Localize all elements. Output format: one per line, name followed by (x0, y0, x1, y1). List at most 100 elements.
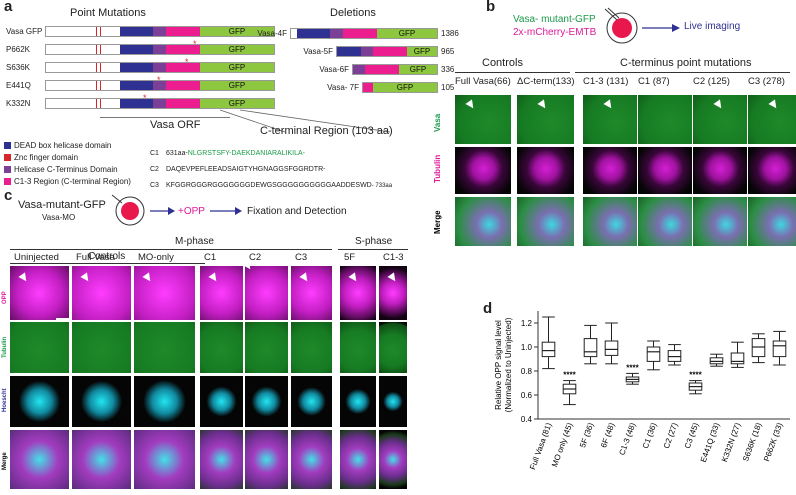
dead-box-segment (120, 99, 153, 108)
b-row-label: Vasa (433, 113, 442, 132)
c-micrograph (340, 322, 376, 373)
helicase-c-segment (153, 81, 166, 90)
c3-sequence: C3 KFGGRGGGRGGGGGGGDEWGSGGGGGGGGGGAADDESW… (150, 182, 475, 190)
b-micrograph (455, 197, 511, 246)
domain-segment (337, 47, 361, 56)
b-micrograph (693, 95, 747, 144)
c-micrograph (72, 430, 131, 489)
b-legend-vasa: Vasa- mutant-GFP (513, 14, 596, 25)
c-micrograph (340, 266, 376, 320)
box (604, 340, 619, 356)
legend-label: Znc finger domain (14, 153, 79, 162)
c-micrograph (245, 376, 288, 427)
c-micrograph (200, 322, 243, 373)
gfp-segment: GFP (407, 47, 437, 56)
c13-segment (166, 99, 200, 108)
b-micrograph (638, 95, 692, 144)
c-row-label: Merge (2, 452, 8, 470)
b-micrograph (748, 95, 796, 144)
domain-segment (297, 29, 330, 38)
dead-box-segment (120, 81, 153, 90)
b-column-label: ΔC-term(133) (517, 76, 575, 87)
c-row-label: OPP (2, 290, 8, 304)
deletion-bar: GFP (352, 64, 438, 75)
c-micrograph (379, 430, 407, 489)
c13-segment (166, 45, 200, 54)
b-micrograph (638, 197, 692, 246)
y-axis-label: Relative OPP signal level(Normalized to … (494, 317, 513, 412)
domain-segment (291, 29, 297, 38)
deletion-bar: GFP (362, 82, 438, 93)
c-micrograph (379, 322, 407, 373)
helicase-c-segment (153, 45, 166, 54)
b-micrograph (748, 147, 796, 194)
deletion-size: 105 (441, 83, 455, 92)
construct-name: S636K (6, 63, 31, 72)
deletion-name: Vasa-4F (257, 29, 287, 38)
box (541, 341, 556, 358)
mphase-header: M-phase (175, 236, 214, 247)
domain-segment (365, 65, 399, 74)
gfp-segment: GFP (373, 83, 437, 92)
znc-finger-mark (96, 81, 97, 90)
c-micrograph (10, 376, 69, 427)
legend-swatch (4, 154, 11, 161)
gfp-segment: GFP (200, 63, 274, 72)
c1-prefix: 631aa- (166, 150, 188, 157)
c1-id: C1 (150, 150, 159, 157)
znc-finger-mark (96, 63, 97, 72)
b-micrograph (583, 95, 637, 144)
significance-label: **** (563, 371, 576, 380)
construct-name: P662K (6, 45, 31, 54)
cterm-callout (219, 109, 391, 133)
b-cterm-header: C-terminus point mutations (620, 57, 752, 69)
c-row-label: Hoescht (2, 388, 8, 412)
x-tick-label: P662K (33) (762, 421, 784, 462)
c-micrograph (245, 322, 288, 373)
c-micrograph (10, 430, 69, 489)
deletion-bar: GFP (290, 28, 438, 39)
dead-box-segment (120, 45, 153, 54)
c-micrograph (245, 430, 288, 489)
legend-swatch (4, 142, 11, 149)
mphase-line (10, 249, 332, 250)
c-micrograph (291, 376, 332, 427)
box (772, 340, 787, 358)
c-column-label: 5F (344, 252, 356, 263)
construct-name: K332N (6, 99, 31, 108)
panel-d-label: d (483, 300, 493, 317)
opp-boxplot: 0.4 0.6 0.8 1.0 1.2 Relative OPP signal level… (494, 311, 790, 471)
panel-b-label: b (486, 0, 496, 15)
znc-finger-mark (100, 63, 101, 72)
domain-segment (363, 83, 373, 92)
c-micrograph (291, 430, 332, 489)
deletion-size: 336 (441, 65, 455, 74)
box (751, 338, 766, 358)
dead-box-segment (120, 63, 153, 72)
deletion-size: 1386 (441, 29, 459, 38)
znc-finger-mark (100, 27, 101, 36)
c-controls-line (10, 263, 205, 264)
b-column-label: Full Vasa(66) (455, 76, 511, 87)
sphase-header: S-phase (355, 236, 393, 247)
domain-segment (361, 47, 373, 56)
c-column-label: C3 (295, 252, 308, 263)
c-micrograph (291, 322, 332, 373)
legend-swatch (4, 166, 11, 173)
x-tick-label: C1-3 (48) (617, 421, 637, 456)
construct-name: E441Q (6, 81, 31, 90)
scale-bar (56, 318, 70, 320)
x-tick-label: E441Q (33) (699, 421, 722, 463)
c-workflow-arrows (111, 194, 242, 226)
c13-segment (166, 81, 200, 90)
c3-suffix: - 733aa (371, 183, 393, 189)
c-column-label: Uninjected (14, 252, 59, 263)
c2-id: C2 (150, 166, 159, 173)
x-tick-label: MO only (45) (550, 421, 574, 468)
domain-segment (330, 29, 343, 38)
znc-finger-mark (96, 27, 97, 36)
deletions-title: Deletions (330, 7, 376, 19)
box (646, 346, 661, 362)
x-tick-label: S636K (18) (741, 421, 763, 462)
box (583, 338, 598, 358)
